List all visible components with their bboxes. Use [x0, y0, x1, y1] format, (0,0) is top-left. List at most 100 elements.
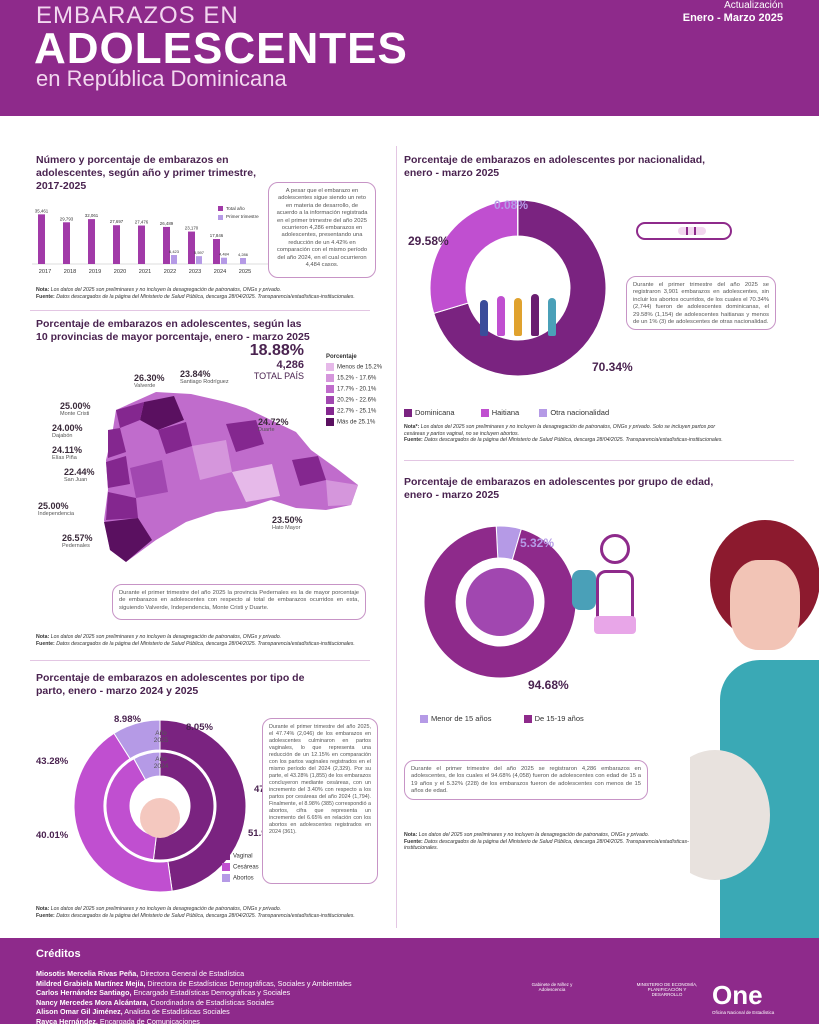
- province-label: 24.00%Dajabón: [52, 424, 83, 440]
- data-label: 40.01%: [36, 830, 68, 841]
- province-name: Valverde: [134, 383, 165, 390]
- data-label: 94.68%: [528, 678, 569, 692]
- header-banner: EMBARAZOS EN ADOLESCENTES en República D…: [0, 0, 819, 116]
- map-legend-title: Porcentaje: [326, 354, 382, 360]
- province-name: Hato Mayor: [272, 525, 303, 532]
- legend-swatch: [222, 874, 230, 882]
- x-tick-label: 2022: [164, 269, 176, 275]
- girl-illustration: [580, 530, 650, 680]
- bar-note: Nota: Los datos del 2025 son preliminare…: [36, 287, 366, 300]
- update-info: Actualización Enero - Marzo 2025: [683, 0, 783, 25]
- source-text: Datos descargados de la página del Minis…: [404, 839, 689, 852]
- legend-swatch: [218, 206, 223, 211]
- province-label: 25.00%Independencia: [38, 502, 74, 518]
- legend-menor15: Menor de 15 años: [431, 714, 491, 723]
- bar-total-2018: [63, 222, 70, 264]
- note-label: Nota*:: [404, 424, 419, 430]
- note-label: Nota:: [36, 906, 49, 912]
- map-description: Durante el primer trimestre del año 2025…: [112, 584, 366, 620]
- bar-chart-title: Número y porcentaje de embarazos en adol…: [36, 154, 266, 193]
- province-label: 24.72%Duarte: [258, 418, 289, 434]
- credit-line: Rayca Hernández, Encargada de Comunicaci…: [36, 1017, 200, 1026]
- bar-q1-value-label: 4,484: [219, 252, 230, 257]
- credit-name: Nancy Mercedes Mora Alcántara,: [36, 998, 148, 1007]
- legend-cesareas: Cesáreas: [233, 865, 259, 871]
- total-country: 18.88% 4,286 TOTAL PAÍS: [244, 342, 304, 381]
- province-name: Santiago Rodríguez: [180, 379, 229, 386]
- province-label: 26.30%Valverde: [134, 374, 165, 390]
- note-label: Nota:: [36, 287, 49, 293]
- source-label: Fuente:: [36, 641, 55, 647]
- bar-q1-2023: [196, 256, 202, 264]
- province-label: 23.50%Hato Mayor: [272, 516, 303, 532]
- credit-name: Mildred Grabiela Martínez Mejía,: [36, 979, 145, 988]
- province-name: San Juan: [64, 477, 95, 484]
- province-name: Pedernales: [62, 543, 93, 550]
- divider: [30, 310, 370, 311]
- data-label: 43.28%: [36, 756, 68, 767]
- pregnancy-test-icon: [636, 222, 732, 240]
- bar-total-value-label: 23,170: [185, 226, 199, 231]
- credit-role: Coordinadora de Estadísticas Sociales: [148, 998, 273, 1007]
- source-label: Fuente:: [404, 437, 423, 443]
- source-label: Fuente:: [36, 294, 55, 300]
- note-text: Los datos del 2025 son preliminares y no…: [51, 634, 281, 640]
- legend-swatch: [524, 715, 532, 723]
- update-period: Enero - Marzo 2025: [683, 12, 783, 24]
- x-tick-label: 2025: [239, 269, 251, 275]
- woman-icon: [497, 296, 505, 336]
- legend-total: Total año: [226, 206, 245, 211]
- legend-dominicana: Dominicana: [415, 408, 455, 417]
- nationality-legend: Dominicana Haitiana Otra nacionalidad: [404, 408, 609, 417]
- province-label: 25.00%Monte Cristi: [60, 402, 91, 418]
- divider: [30, 660, 370, 661]
- age-title: Porcentaje de embarazos en adolescentes …: [404, 476, 724, 502]
- title-line-3: en República Dominicana: [36, 66, 287, 92]
- legend-swatch: [326, 363, 334, 371]
- x-tick-label: 2018: [64, 269, 76, 275]
- nationality-donut-chart: [428, 198, 608, 378]
- note-text: Los datos del 2025 son preliminares y no…: [51, 287, 281, 293]
- women-illustration: [476, 290, 560, 336]
- bar-total-value-label: 17,846: [210, 233, 224, 238]
- data-label: 8.98%: [114, 714, 141, 725]
- credit-role: Directora General de Estadística: [138, 969, 244, 978]
- bar-total-value-label: 27,476: [135, 220, 149, 225]
- province-name: Monte Cristi: [60, 411, 91, 418]
- face-shape: [730, 560, 800, 650]
- credit-role: Encargado Estadísticas Demográficas y So…: [131, 988, 290, 997]
- province-label: 24.11%Elías Piña: [52, 446, 82, 462]
- province-name: Elías Piña: [52, 455, 82, 462]
- province-label: 22.44%San Juan: [64, 468, 95, 484]
- bar-total-2017: [38, 214, 45, 264]
- bar-total-2019: [88, 219, 95, 264]
- province-name: Dajabón: [52, 433, 83, 440]
- credit-role: Encargada de Comunicaciones: [98, 1017, 200, 1026]
- total-pct: 18.88%: [244, 342, 304, 360]
- x-tick-label: 2020: [114, 269, 126, 275]
- total-n: 4,286: [244, 360, 304, 371]
- legend-label: Menos de 15.2%: [337, 365, 382, 371]
- map-legend-item: Menos de 15.2%: [326, 363, 382, 371]
- bar-total-value-label: 29,793: [60, 216, 74, 221]
- backpack-icon: [572, 570, 596, 610]
- legend-abortos: Abortos: [233, 876, 254, 882]
- credit-line: Miosotis Mercelia Rivas Peña, Directora …: [36, 969, 244, 978]
- bar-total-value-label: 35,461: [35, 208, 49, 213]
- bar-total-2023: [188, 232, 195, 264]
- pregnant-icon: [140, 798, 180, 838]
- legend-swatch: [420, 715, 428, 723]
- note-text: Los datos del 2025 son preliminares y no…: [51, 906, 281, 912]
- data-label: 8.05%: [186, 722, 213, 733]
- x-tick-label: 2017: [39, 269, 51, 275]
- bar-total-value-label: 32,061: [85, 213, 99, 218]
- outer-ring-label: Año 2025: [150, 730, 172, 744]
- legend-haitiana: Haitiana: [492, 408, 520, 417]
- credit-name: Carlos Hernández Santiago,: [36, 988, 131, 997]
- nationality-note: Nota*: Los datos del 2025 son preliminar…: [404, 424, 734, 444]
- bar-q1-2022: [171, 255, 177, 264]
- bar-total-value-label: 27,697: [110, 219, 124, 224]
- logo-ministerio: MINISTERIO DE ECONOMÍA, PLANIFICACIÓN Y …: [632, 982, 702, 997]
- province-name: Duarte: [258, 427, 289, 434]
- credits-title: Créditos: [36, 948, 81, 960]
